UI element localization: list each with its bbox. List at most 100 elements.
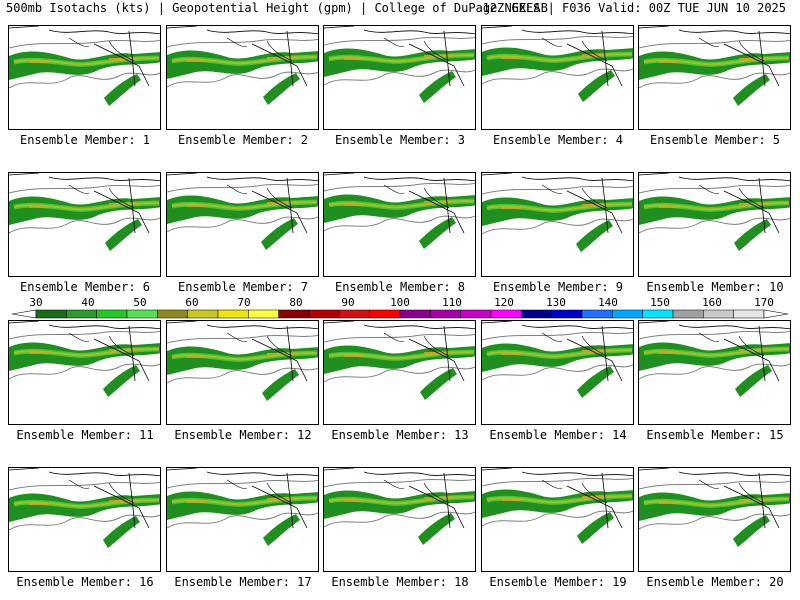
jet-max-streak [344, 351, 455, 357]
borders [383, 184, 450, 209]
map-panel-member-6 [8, 172, 161, 277]
map-panel-member-20 [638, 467, 791, 572]
colorbar-tick-label: 110 [442, 296, 462, 309]
jet-max-streak [659, 498, 770, 504]
jet-max [171, 201, 318, 210]
height-contour [482, 364, 633, 381]
coastline [482, 26, 633, 87]
borders [698, 479, 765, 504]
borders [68, 332, 135, 357]
jet-max [643, 57, 790, 66]
colorbar-tick-label: 140 [598, 296, 618, 309]
borders [226, 479, 293, 504]
coastline [9, 173, 160, 234]
borders [541, 184, 608, 209]
ensemble-member-label: Ensemble Member: 6 [19, 280, 151, 294]
jet-max-streak [659, 348, 770, 354]
colorbar-swatch [217, 309, 249, 319]
jet-max-streak [187, 497, 298, 503]
ensemble-member-label: Ensemble Member: 10 [646, 280, 784, 294]
colorbar-swatch [399, 309, 431, 319]
ensemble-member-label: Ensemble Member: 1 [19, 133, 151, 147]
southern-jet [733, 74, 770, 106]
jet-max-streak [659, 202, 770, 208]
colorbar-tick-label: 50 [133, 296, 147, 309]
colorbar-swatch [521, 309, 552, 319]
map-panel-member-3 [323, 25, 476, 130]
southern-jet [735, 365, 772, 397]
isotach-colorbar: 30 40 50 60 70 80 90 100 110 120 130 140 150 160 170 [12, 296, 788, 320]
ensemble-member-label: Ensemble Member: 15 [646, 428, 784, 442]
header: 500mb Isotachs (kts) | Geopotential Heig… [0, 0, 800, 24]
colorbar-swatch [460, 309, 492, 319]
southern-jet [105, 219, 142, 251]
colorbar-swatch [733, 309, 765, 319]
ensemble-member-label: Ensemble Member: 16 [16, 575, 154, 589]
coastline [9, 26, 160, 87]
map-panel-member-8 [323, 172, 476, 277]
ensemble-member-label: Ensemble Member: 8 [334, 280, 466, 294]
ensemble-member-label: Ensemble Member: 19 [489, 575, 627, 589]
ensemble-member-label: Ensemble Member: 9 [492, 280, 624, 294]
coastline [167, 468, 318, 529]
borders [383, 37, 450, 62]
height-contour [482, 218, 633, 235]
jet-max [171, 497, 318, 506]
colorbar-left-arrow [12, 309, 37, 319]
map-panel-member-12 [166, 320, 319, 425]
map-panel-member-16 [8, 467, 161, 572]
height-contour [167, 479, 318, 489]
colorbar-tick-label: 80 [289, 296, 303, 309]
southern-jet [262, 369, 299, 401]
map-panel-member-1 [8, 25, 161, 130]
borders [698, 332, 765, 357]
colorbar-right-arrow [763, 309, 788, 319]
southern-jet [261, 218, 298, 250]
map-panel-member-10 [638, 172, 791, 277]
height-contour [324, 69, 475, 86]
map-panel-member-5 [638, 25, 791, 130]
jet-max [13, 348, 160, 357]
colorbar-swatch [672, 309, 704, 319]
map-panel-member-13 [323, 320, 476, 425]
height-contour [324, 182, 475, 192]
colorbar-swatch [581, 309, 613, 319]
height-contour [167, 38, 318, 48]
jet-max [13, 202, 160, 211]
southern-jet [420, 368, 457, 400]
jet-max [171, 352, 318, 361]
southern-jet [576, 220, 613, 252]
height-contour [639, 184, 790, 194]
colorbar-swatch [612, 309, 643, 319]
map-panel-member-7 [166, 172, 319, 277]
colorbar-tick-label: 120 [494, 296, 514, 309]
borders [226, 332, 293, 357]
map-panel-member-14 [481, 320, 634, 425]
coastline [167, 26, 318, 87]
jet-max-streak [29, 348, 140, 354]
height-contour [9, 363, 160, 380]
ensemble-member-label: Ensemble Member: 18 [331, 575, 469, 589]
coastline [639, 468, 790, 529]
ensemble-member-label: Ensemble Member: 3 [334, 133, 466, 147]
southern-jet [103, 516, 140, 548]
map-panel-member-2 [166, 25, 319, 130]
coastline [167, 173, 318, 234]
southern-jet [419, 71, 456, 103]
southern-jet [263, 514, 300, 546]
colorbar-tick-label: 100 [390, 296, 410, 309]
height-contour [639, 480, 790, 490]
height-contour [639, 363, 790, 380]
coastline [324, 468, 475, 529]
jet-max [328, 54, 475, 63]
height-contour [9, 184, 160, 194]
height-contour [482, 331, 633, 341]
map-panel-member-4 [481, 25, 634, 130]
ensemble-member-label: Ensemble Member: 11 [16, 428, 154, 442]
coastline [639, 321, 790, 382]
borders [68, 184, 135, 209]
colorbar-swatch [642, 309, 674, 319]
height-contour [167, 71, 318, 88]
map-panel-member-9 [481, 172, 634, 277]
height-contour [482, 35, 633, 45]
